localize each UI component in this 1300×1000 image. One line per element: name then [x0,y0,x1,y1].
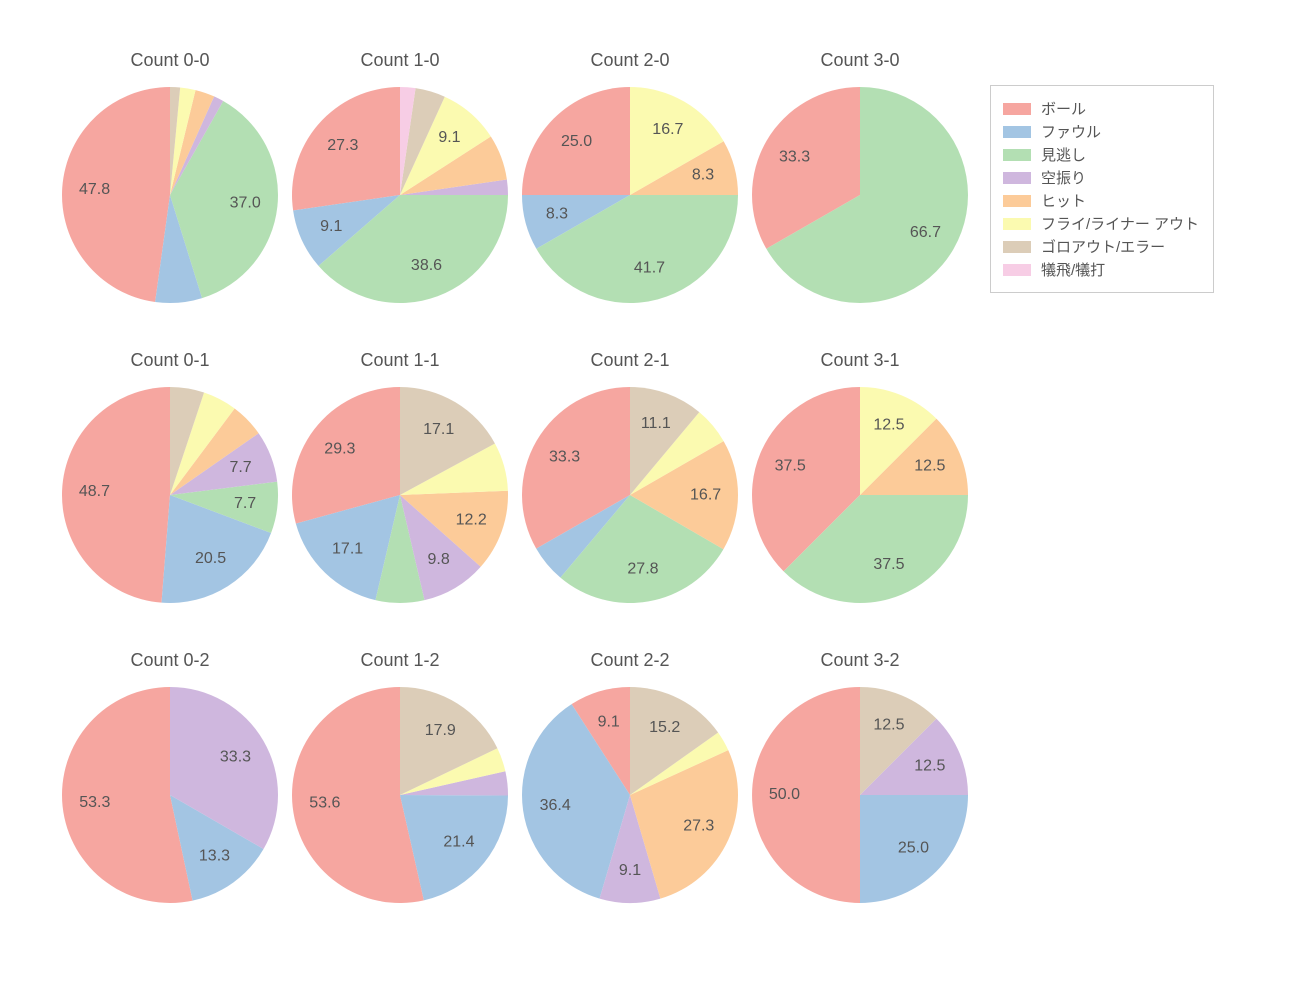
slice-value-label: 9.1 [438,129,460,146]
pie-grid-stage: Count 0-0 47.8 37.0 Count 1-0 27.3 9.1 38.6 9.1… [0,0,1300,1000]
legend-item: フライ/ライナー アウト [1003,213,1199,234]
chart-title: Count 3-1 [750,350,970,371]
chart-title: Count 0-2 [60,650,280,671]
chart-title: Count 3-2 [750,650,970,671]
pie-chart: 50.0 25.0 12.5 12.5 [750,685,970,905]
pie-chart: 53.6 21.4 17.9 [290,685,510,905]
slice-value-label: 37.0 [230,194,261,211]
slice-value-label: 17.9 [425,722,456,739]
slice-value-label: 17.1 [423,421,454,438]
slice-value-label: 8.3 [546,206,568,223]
slice-value-label: 7.7 [234,495,256,512]
slice-value-label: 12.2 [456,512,487,529]
slice-value-label: 37.5 [873,556,904,573]
chart-title: Count 0-1 [60,350,280,371]
slice-value-label: 53.6 [309,795,340,812]
legend-item: 空振り [1003,167,1199,188]
slice-value-label: 20.5 [195,550,226,567]
chart-title: Count 1-1 [290,350,510,371]
slice-value-label: 12.5 [873,716,904,733]
pie-chart: 33.3 66.7 [750,85,970,305]
legend-label: 空振り [1041,167,1086,188]
pie-chart: 37.5 37.5 12.5 12.5 [750,385,970,605]
slice-value-label: 27.8 [627,561,658,578]
legend-swatch [1003,264,1031,276]
legend-label: ヒット [1041,190,1086,211]
slice-value-label: 50.0 [769,786,800,803]
legend-item: ファウル [1003,121,1199,142]
slice-value-label: 25.0 [898,840,929,857]
legend-swatch [1003,172,1031,184]
chart-title: Count 0-0 [60,50,280,71]
slice-value-label: 21.4 [443,834,474,851]
legend-label: ファウル [1041,121,1101,142]
legend-label: 犠飛/犠打 [1041,259,1105,280]
slice-value-label: 33.3 [220,748,251,765]
slice-value-label: 12.5 [914,457,945,474]
pie-chart: 25.0 8.3 41.7 8.3 16.7 [520,85,740,305]
pie-chart: 29.3 17.1 9.8 12.2 17.1 [290,385,510,605]
legend-swatch [1003,195,1031,207]
chart-title: Count 2-1 [520,350,740,371]
legend-label: 見逃し [1041,144,1086,165]
slice-value-label: 48.7 [79,483,110,500]
slice-value-label: 36.4 [540,797,571,814]
chart-title: Count 2-2 [520,650,740,671]
chart-title: Count 1-2 [290,650,510,671]
pie-chart: 27.3 9.1 38.6 9.1 [290,85,510,305]
slice-value-label: 27.3 [327,137,358,154]
slice-value-label: 7.7 [229,459,251,476]
slice-value-label: 9.1 [598,714,620,731]
slice-value-label: 38.6 [411,257,442,274]
legend-item: 犠飛/犠打 [1003,259,1199,280]
pie-chart: 48.7 20.5 7.7 7.7 [60,385,280,605]
slice-value-label: 37.5 [775,457,806,474]
chart-title: Count 1-0 [290,50,510,71]
legend-label: ゴロアウト/エラー [1041,236,1165,257]
slice-value-label: 53.3 [79,794,110,811]
legend-item: ヒット [1003,190,1199,211]
slice-value-label: 41.7 [634,259,665,276]
slice-value-label: 8.3 [692,167,714,184]
legend-item: ボール [1003,98,1199,119]
slice-value-label: 15.2 [649,719,680,736]
legend-item: 見逃し [1003,144,1199,165]
slice-value-label: 25.0 [561,133,592,150]
slice-value-label: 12.5 [914,757,945,774]
slice-value-label: 12.5 [873,416,904,433]
slice-value-label: 16.7 [690,486,721,503]
legend-swatch [1003,149,1031,161]
slice-value-label: 27.3 [683,818,714,835]
pie-chart: 53.3 13.3 33.3 [60,685,280,905]
chart-title: Count 2-0 [520,50,740,71]
slice-value-label: 47.8 [79,181,110,198]
pie-chart: 47.8 37.0 [60,85,280,305]
slice-value-label: 29.3 [324,440,355,457]
slice-value-label: 11.1 [641,415,671,432]
legend-swatch [1003,218,1031,230]
legend-item: ゴロアウト/エラー [1003,236,1199,257]
legend-label: フライ/ライナー アウト [1041,213,1199,234]
slice-value-label: 9.8 [428,551,450,568]
slice-value-label: 17.1 [332,541,363,558]
slice-value-label: 9.1 [320,218,342,235]
slice-value-label: 13.3 [199,847,230,864]
chart-title: Count 3-0 [750,50,970,71]
slice-value-label: 66.7 [910,224,941,241]
slice-value-label: 9.1 [619,862,641,879]
legend-swatch [1003,241,1031,253]
slice-value-label: 33.3 [549,448,580,465]
pie-chart: 9.1 36.4 9.1 27.3 15.2 [520,685,740,905]
slice-value-label: 16.7 [652,121,683,138]
legend-label: ボール [1041,98,1086,119]
pie-chart: 33.3 27.8 16.7 11.1 [520,385,740,605]
legend-swatch [1003,103,1031,115]
legend-swatch [1003,126,1031,138]
slice-value-label: 33.3 [779,148,810,165]
legend: ボールファウル見逃し空振りヒットフライ/ライナー アウトゴロアウト/エラー犠飛/… [990,85,1214,293]
